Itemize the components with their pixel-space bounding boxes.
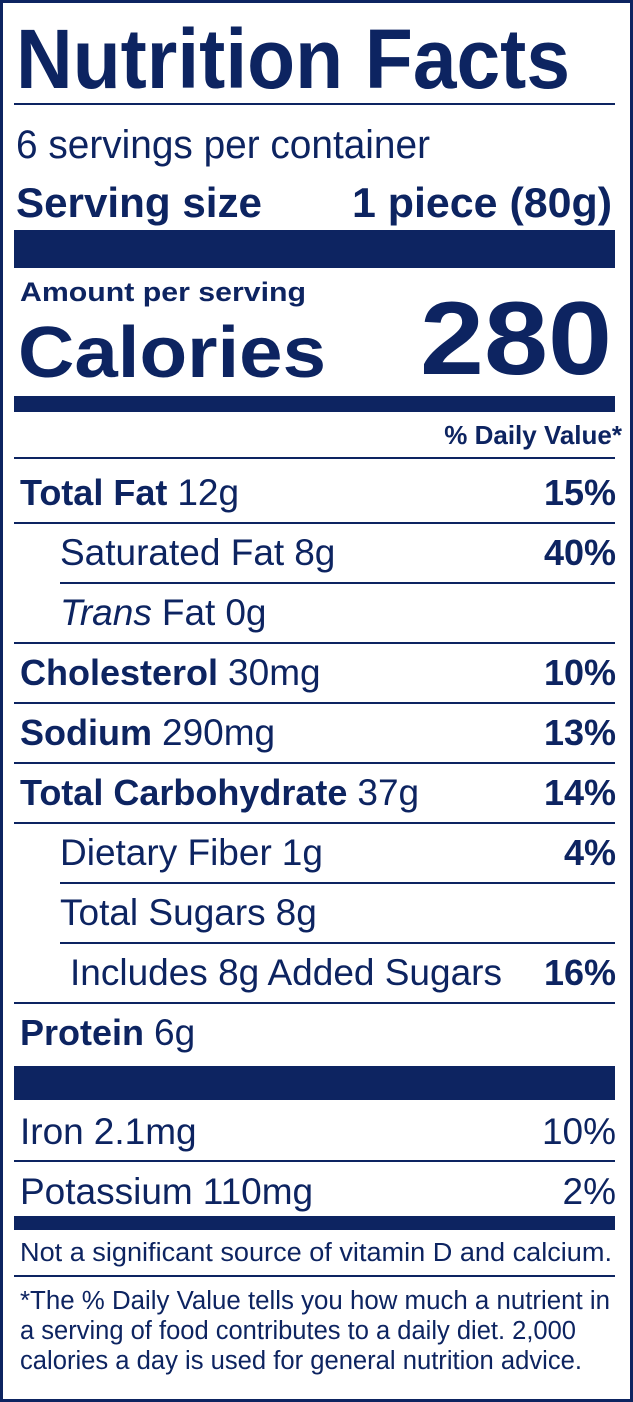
rule [14, 822, 615, 824]
nutrient-name: Fat [162, 592, 216, 633]
medium-bar [14, 1216, 615, 1230]
rule [14, 1275, 615, 1277]
nutrient-name: Protein [20, 1012, 144, 1053]
rule [14, 702, 615, 704]
nutrient-amount: 0g [225, 592, 266, 633]
amount-per-serving: Amount per serving [20, 277, 306, 307]
nutrient-row: Sodium 290mg [20, 712, 275, 753]
nutrient-row: Total Carbohydrate 37g [20, 772, 419, 813]
nutrient-row: Trans Fat 0g [60, 592, 266, 633]
rule [14, 103, 615, 105]
nutrient-amount: 6g [154, 1012, 195, 1053]
note: Not a significant source of vitamin D an… [20, 1239, 612, 1267]
nutrient-dv: 40% [544, 532, 616, 573]
serving-size: 1 piece (80g) [352, 179, 612, 226]
mineral-amount: 110mg [203, 1171, 313, 1212]
mineral-name: Potassium [20, 1171, 193, 1212]
nutrient-row: Cholesterol 30mg [20, 652, 321, 693]
nutrient-dv: 15% [544, 472, 616, 513]
rule [60, 882, 615, 884]
calories-value: 280 [420, 281, 612, 397]
nutrient-name-italic: Trans [60, 592, 152, 633]
nutrient-row: Saturated Fat 8g [60, 532, 335, 573]
footnote-line: *The % Daily Value tells you how much a … [20, 1287, 610, 1315]
rule [14, 1002, 615, 1004]
rule [14, 762, 615, 764]
nutrient-amount: 8g [294, 532, 335, 573]
nutrient-dv: 16% [544, 952, 616, 993]
rule [14, 642, 615, 644]
nutrient-row: Total Sugars 8g [60, 892, 317, 933]
title: Nutrition Facts [16, 12, 570, 106]
nutrient-name: Dietary Fiber [60, 832, 272, 873]
serving-size-label: Serving size [16, 179, 262, 226]
footnote-line: calories a day is used for general nutri… [20, 1347, 582, 1375]
nutrient-dv: 13% [544, 712, 616, 753]
nutrient-amount: 37g [357, 772, 419, 813]
nutrient-name: Cholesterol [20, 652, 218, 693]
nutrient-amount: 12g [177, 472, 239, 513]
mineral-dv: 10% [542, 1111, 616, 1152]
nutrient-dv: 4% [564, 832, 616, 873]
nutrient-amount: 290mg [162, 712, 275, 753]
mineral-name: Iron [20, 1111, 84, 1152]
nutrient-name: Total Sugars [60, 892, 266, 933]
nutrient-amount: 30mg [228, 652, 321, 693]
rule [60, 582, 615, 584]
nutrient-dv: 10% [544, 652, 616, 693]
nutrient-row: Includes 8g Added Sugars [70, 952, 502, 993]
nutrient-row: Total Fat 12g [20, 472, 239, 513]
servings: 6 servings per container [16, 123, 430, 167]
mineral-row: Potassium 110mg [20, 1171, 313, 1212]
thick-bar [14, 230, 615, 268]
medium-bar [14, 396, 615, 412]
rule [14, 457, 615, 459]
nutrient-name: Total Carbohydrate [20, 772, 347, 813]
nutrient-name: Sodium [20, 712, 152, 753]
daily-value-header: % Daily Value* [444, 420, 623, 450]
mineral-amount: 2.1mg [94, 1111, 197, 1152]
nutrient-name: Saturated Fat [60, 532, 285, 573]
nutrient-amount: 1g [282, 832, 323, 873]
mineral-row: Iron 2.1mg [20, 1111, 197, 1152]
nutrient-name: Includes 8g Added Sugars [70, 952, 502, 993]
mineral-dv: 2% [563, 1171, 616, 1212]
nutrient-name: Total Fat [20, 472, 167, 513]
rule [14, 1160, 615, 1162]
thick-bar [14, 1066, 615, 1100]
rule [14, 522, 615, 524]
nutrient-row: Protein 6g [20, 1012, 195, 1053]
footnote-line: a serving of food contributes to a daily… [20, 1317, 576, 1345]
nutrient-amount: 8g [276, 892, 317, 933]
nutrient-dv: 14% [544, 772, 616, 813]
rule [60, 942, 615, 944]
calories-label: Calories [18, 313, 326, 393]
nutrient-row: Dietary Fiber 1g [60, 832, 323, 873]
